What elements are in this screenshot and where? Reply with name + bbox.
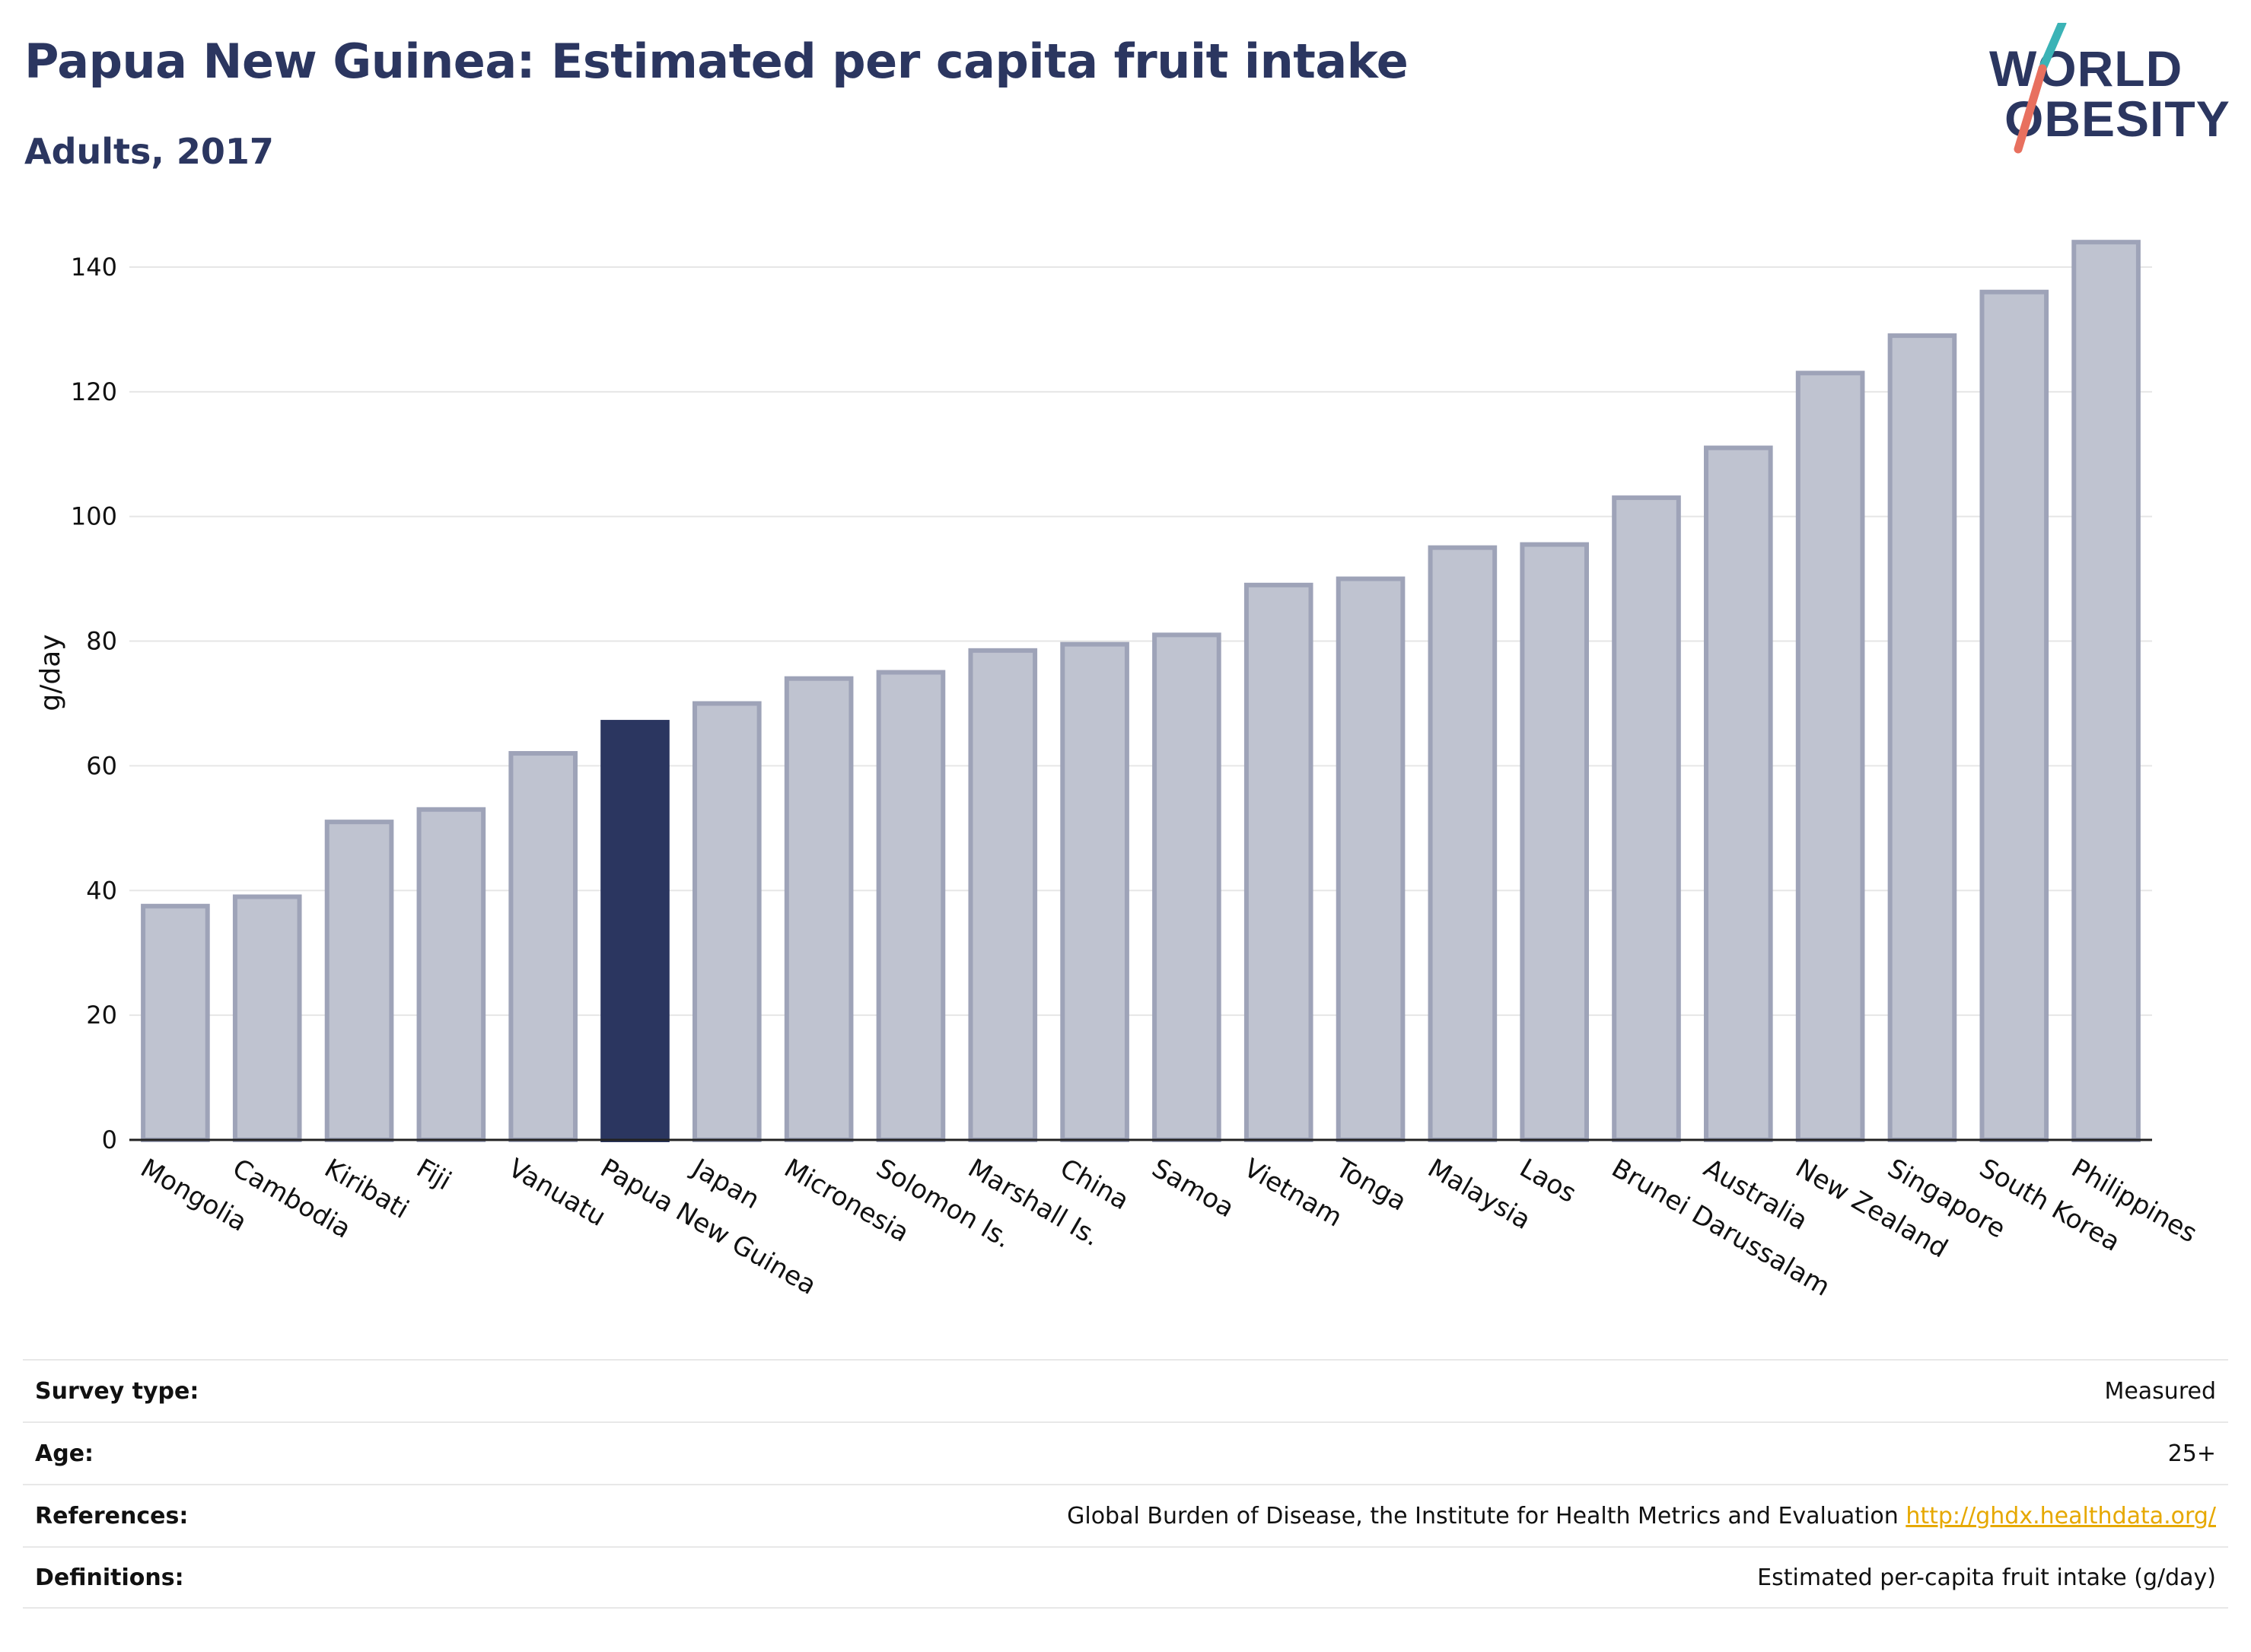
x-tick-label: Laos — [1514, 1153, 1581, 1209]
bar-japan[interactable] — [692, 701, 762, 1142]
definitions-label: Definitions: — [35, 1564, 184, 1591]
bar-cambodia[interactable] — [232, 894, 302, 1143]
bar-australia[interactable] — [1704, 445, 1773, 1142]
logo-text-obesity: OBESITY — [2004, 91, 2230, 147]
metadata-table: Survey type: Measured Age: 25+ Reference… — [23, 1359, 2228, 1609]
bar-mongolia[interactable] — [141, 903, 210, 1143]
bar-tonga[interactable] — [1336, 576, 1406, 1142]
x-tick-label: New Zealand — [1791, 1153, 1953, 1264]
references-value: Global Burden of Disease, the Institute … — [1067, 1503, 2216, 1529]
bar-kiribati[interactable] — [324, 820, 394, 1142]
bar-fiji[interactable] — [416, 807, 486, 1142]
bar-papua-new-guinea[interactable] — [600, 720, 670, 1142]
survey-type-label: Survey type: — [35, 1377, 199, 1405]
references-text: Global Burden of Disease, the Institute … — [1067, 1502, 1899, 1529]
x-tick-label: Fiji — [411, 1153, 456, 1196]
references-link[interactable]: http://ghdx.healthdata.org/ — [1906, 1502, 2216, 1529]
logo-slash-icon — [2014, 23, 2067, 154]
bar-marshall-is[interactable] — [968, 648, 1038, 1142]
bar-philippines[interactable] — [2071, 240, 2141, 1142]
x-tick-label: Vietnam — [1239, 1153, 1348, 1233]
meta-row-age: Age: 25+ — [23, 1421, 2228, 1484]
meta-row-definitions: Definitions: Estimated per-capita fruit … — [23, 1546, 2228, 1609]
bar-china[interactable] — [1060, 641, 1129, 1142]
bar-samoa[interactable] — [1152, 632, 1221, 1142]
bar-new-zealand[interactable] — [1795, 371, 1865, 1142]
chart-title: Papua New Guinea: Estimated per capita f… — [24, 33, 1409, 89]
bar-solomon-is[interactable] — [876, 670, 946, 1142]
y-tick-label: 140 — [71, 253, 117, 282]
age-label: Age: — [35, 1440, 94, 1467]
y-tick-labels: 0 20 40 60 80 100 120 140 — [71, 253, 117, 1154]
chart-subtitle: Adults, 2017 — [24, 131, 274, 172]
bar-brunei-darussalam[interactable] — [1612, 495, 1681, 1142]
survey-type-value: Measured — [2104, 1377, 2216, 1405]
world-obesity-logo[interactable]: WORLD OBESITY — [1979, 23, 2237, 160]
bar-malaysia[interactable] — [1428, 545, 1498, 1142]
definitions-value: Estimated per-capita fruit intake (g/day… — [1757, 1564, 2216, 1591]
x-tick-label: Samoa — [1147, 1153, 1239, 1224]
y-axis-label: g/day — [35, 634, 66, 711]
bar-laos[interactable] — [1520, 542, 1589, 1142]
x-tick-label: Malaysia — [1422, 1153, 1536, 1236]
y-tick-label: 80 — [86, 627, 117, 656]
logo-text-world: WORLD — [1989, 40, 2183, 97]
x-tick-label: Vanuatu — [503, 1153, 610, 1233]
bars — [141, 240, 2141, 1143]
meta-row-references: References: Global Burden of Disease, th… — [23, 1484, 2228, 1546]
y-tick-label: 60 — [86, 751, 117, 780]
bar-micronesia[interactable] — [784, 676, 854, 1142]
y-tick-label: 0 — [102, 1125, 117, 1154]
y-tick-label: 40 — [86, 876, 117, 905]
bar-singapore[interactable] — [1887, 333, 1957, 1143]
references-label: References: — [35, 1502, 189, 1529]
bar-vanuatu[interactable] — [508, 751, 578, 1142]
y-tick-label: 120 — [71, 377, 117, 406]
y-tick-label: 100 — [71, 502, 117, 531]
meta-row-survey-type: Survey type: Measured — [23, 1359, 2228, 1421]
bar-south-korea[interactable] — [1979, 289, 2049, 1143]
y-tick-label: 20 — [86, 1001, 117, 1030]
age-value: 25+ — [2167, 1440, 2216, 1467]
bar-vietnam[interactable] — [1243, 582, 1313, 1142]
